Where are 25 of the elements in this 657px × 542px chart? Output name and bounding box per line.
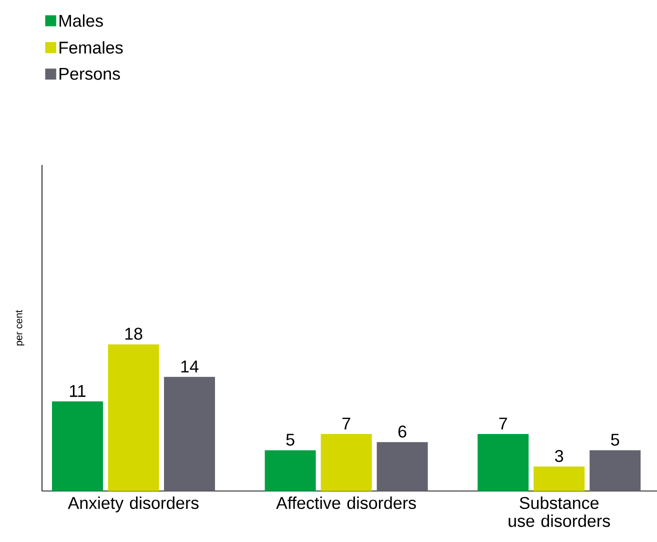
bar [478,434,529,491]
data-label: 3 [555,450,564,462]
bar [52,401,104,491]
data-label: 7 [499,418,507,430]
legend-label: Persons [60,68,120,80]
data-label: 18 [125,328,142,340]
bar [164,376,216,491]
y-axis-title: per cent [16,310,24,346]
x-tick-label: Anxiety disorders [68,496,199,512]
data-label: 11 [70,385,86,397]
x-tick-label: Affective disorders [276,496,416,510]
legend-label: Females [60,41,123,54]
x-tick-label: Substance use disorders [508,496,610,528]
data-label: 6 [398,426,406,438]
bar [376,442,428,491]
data-label: 5 [286,434,294,446]
data-label: 14 [181,360,198,372]
bar [590,450,641,491]
data-label: 7 [342,418,350,430]
bar [534,466,585,491]
bar [320,434,372,491]
bar [108,344,160,491]
bar [264,450,316,491]
data-label: 5 [611,434,620,446]
legend-label: Males [60,14,103,27]
